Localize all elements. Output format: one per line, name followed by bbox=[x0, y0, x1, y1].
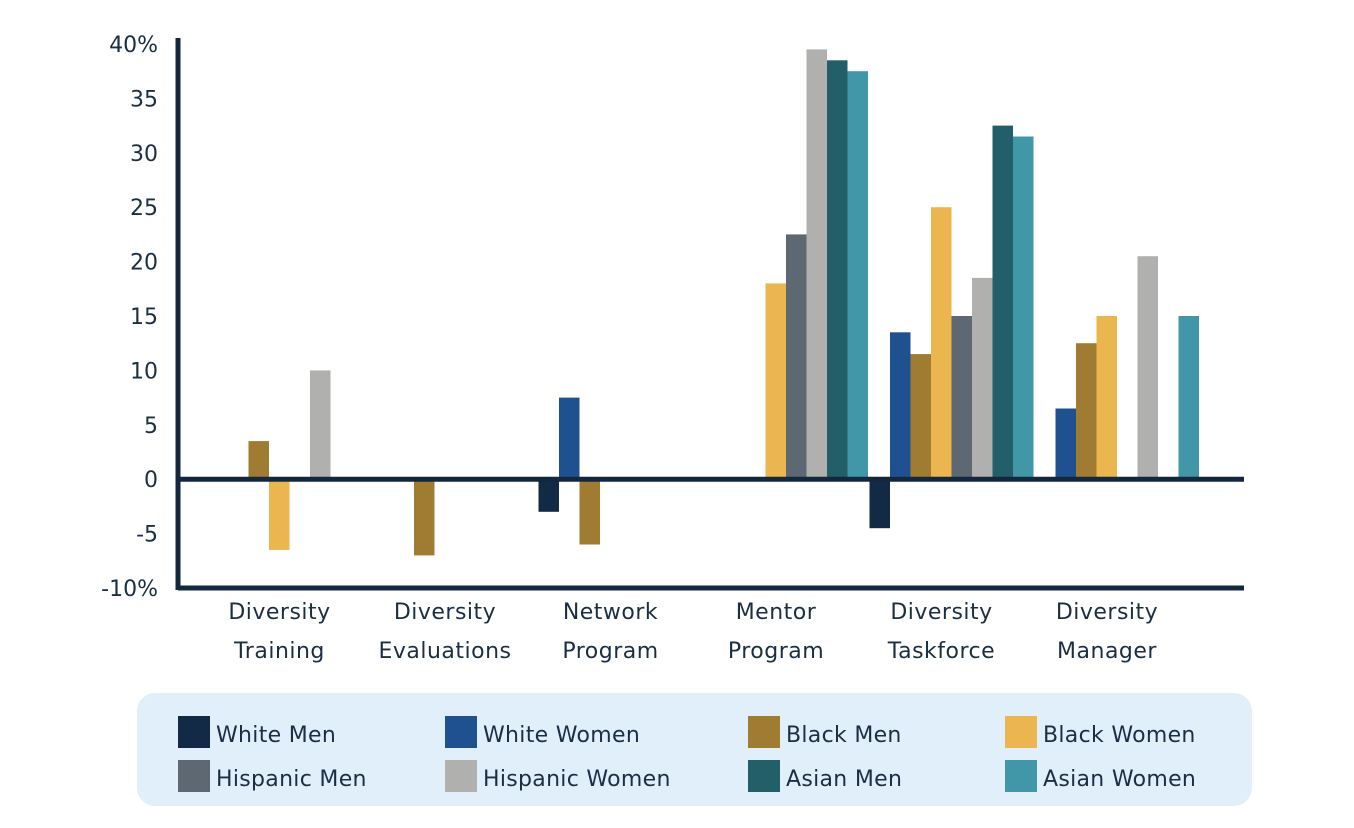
x-axis-labels: Diversity Training Diversity Evaluations Net… bbox=[228, 600, 1158, 664]
bar-black-men bbox=[579, 479, 600, 545]
legend-background bbox=[137, 693, 1252, 806]
legend-label: Hispanic Women bbox=[483, 767, 671, 792]
legend-label: Black Women bbox=[1043, 723, 1196, 748]
bar-black-women bbox=[269, 479, 290, 550]
y-tick-label: 20 bbox=[130, 251, 158, 276]
bar-black-women bbox=[931, 207, 952, 480]
legend-swatch bbox=[1005, 716, 1037, 748]
legend-label: Black Men bbox=[786, 723, 902, 748]
x-category-label: Diversity bbox=[890, 600, 992, 625]
bar-asian-men bbox=[992, 125, 1013, 480]
x-category-label: Mentor bbox=[736, 600, 817, 625]
bar-asian-women bbox=[1013, 136, 1034, 480]
bar-asian-women bbox=[1178, 316, 1199, 480]
y-tick-label: 40% bbox=[109, 33, 158, 58]
x-category-label: Diversity bbox=[228, 600, 330, 625]
x-category-label: Evaluations bbox=[378, 639, 511, 664]
bar-white-women bbox=[890, 332, 911, 480]
y-axis-ticks: 40% 35 30 25 20 15 10 5 0 -5 -10% bbox=[101, 33, 158, 602]
y-tick-label: -5 bbox=[136, 523, 158, 548]
x-category-label: Diversity bbox=[394, 600, 496, 625]
bar-black-women bbox=[1096, 316, 1117, 480]
y-tick-label: 30 bbox=[130, 142, 158, 167]
bar-hispanic-women bbox=[972, 277, 993, 480]
bar-black-men bbox=[910, 354, 931, 480]
bar-hispanic-women bbox=[806, 49, 827, 480]
y-tick-label: 0 bbox=[144, 468, 158, 493]
bar-white-women bbox=[559, 397, 580, 480]
x-category-label: Training bbox=[233, 639, 325, 664]
legend-label: White Women bbox=[483, 723, 640, 748]
bar-white-women bbox=[1055, 408, 1076, 480]
y-tick-label: -10% bbox=[101, 577, 158, 602]
y-tick-label: 10 bbox=[130, 359, 158, 384]
y-tick-label: 5 bbox=[144, 414, 158, 439]
x-category-label: Taskforce bbox=[887, 639, 995, 664]
bar-hispanic-women bbox=[310, 370, 331, 480]
legend-swatch bbox=[748, 760, 780, 792]
legend-swatch bbox=[178, 716, 210, 748]
legend-swatch bbox=[178, 760, 210, 792]
legend-swatch bbox=[445, 716, 477, 748]
x-category-label: Network bbox=[563, 600, 658, 625]
bar-black-men bbox=[248, 441, 269, 480]
y-tick-label: 15 bbox=[130, 305, 158, 330]
x-category-label: Manager bbox=[1057, 639, 1157, 664]
legend-swatch bbox=[748, 716, 780, 748]
y-tick-label: 35 bbox=[130, 87, 158, 112]
bars bbox=[248, 49, 1199, 556]
legend-swatch bbox=[445, 760, 477, 792]
legend-label: Asian Men bbox=[786, 767, 902, 792]
x-category-label: Program bbox=[728, 639, 824, 664]
bar-hispanic-men bbox=[786, 234, 807, 480]
bar-asian-men bbox=[827, 60, 848, 480]
y-tick-label: 25 bbox=[130, 196, 158, 221]
bar-white-men bbox=[538, 479, 559, 512]
legend-label: White Men bbox=[216, 723, 336, 748]
legend: White Men White Women Black Men Black Women… bbox=[137, 693, 1252, 806]
bar-hispanic-women bbox=[1137, 256, 1158, 480]
x-category-label: Program bbox=[562, 639, 658, 664]
bar-white-men bbox=[869, 479, 890, 529]
bar-asian-women bbox=[847, 71, 868, 480]
legend-label: Asian Women bbox=[1043, 767, 1196, 792]
legend-swatch bbox=[1005, 760, 1037, 792]
bar-hispanic-men bbox=[951, 316, 972, 480]
bar-black-men bbox=[414, 479, 435, 556]
x-category-label: Diversity bbox=[1056, 600, 1158, 625]
legend-label: Hispanic Men bbox=[216, 767, 367, 792]
bar-black-women bbox=[765, 283, 786, 480]
bar-black-men bbox=[1076, 343, 1097, 480]
